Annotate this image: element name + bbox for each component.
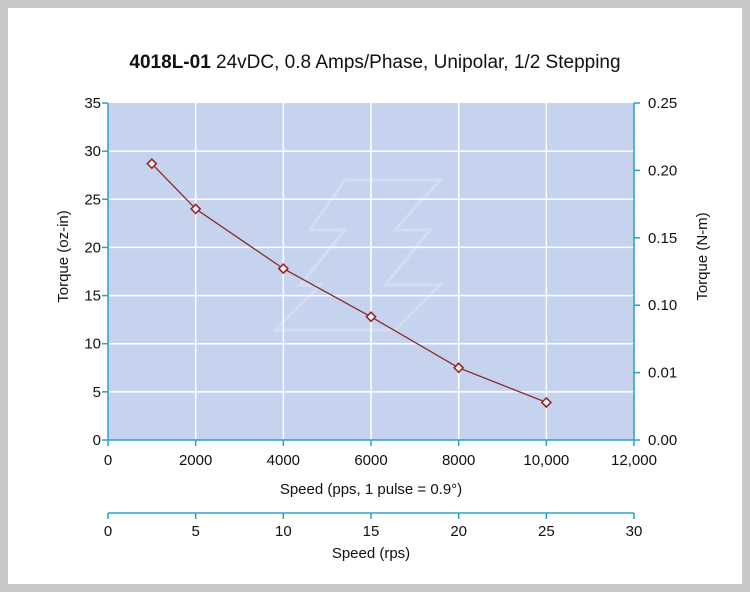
y2-tick-label: 0.25	[648, 95, 677, 112]
y2-tick-label: 0.01	[648, 365, 677, 382]
y-tick-label: 25	[84, 191, 101, 208]
data-point-marker	[146, 158, 158, 170]
y-tick-label: 0	[93, 432, 101, 449]
y-tick-label: 35	[84, 95, 101, 112]
chart-title-model: 4018L-01	[129, 52, 211, 73]
x2-tick-label: 15	[363, 523, 380, 540]
y2-tick-label: 0.15	[648, 230, 677, 247]
chart-title: 4018L-01 24vDC, 0.8 Amps/Phase, Unipolar…	[0, 52, 750, 74]
x2-tick-label: 0	[104, 523, 112, 540]
data-point-marker	[540, 396, 552, 409]
x2-tick-label: 30	[626, 523, 643, 540]
x2-tick-label: 10	[275, 523, 292, 540]
x2-axis-label: Speed (rps)	[332, 545, 410, 562]
y2-tick-label: 0.00	[648, 432, 677, 449]
x-tick-label: 2000	[179, 452, 212, 469]
series-layer	[146, 158, 552, 409]
y-tick-label: 5	[93, 384, 101, 401]
chart-title-rest: 24vDC, 0.8 Amps/Phase, Unipolar, 1/2 Ste…	[210, 52, 621, 73]
y-tick-label: 20	[84, 239, 101, 256]
x-tick-label: 4000	[267, 452, 300, 469]
y-tick-label: 15	[84, 288, 101, 305]
data-point-marker	[277, 262, 289, 275]
axes	[102, 102, 640, 519]
y2-tick-label: 0.20	[648, 162, 677, 179]
x2-tick-label: 20	[450, 523, 467, 540]
x2-tick-label: 5	[191, 523, 199, 540]
watermark-shape	[271, 178, 444, 332]
series-line	[151, 163, 547, 404]
y-tick-label: 30	[84, 143, 101, 160]
y2-axis-label: Torque (N-m)	[694, 212, 711, 300]
x-tick-label: 8000	[442, 452, 475, 469]
watermark-logo	[271, 178, 444, 332]
x-tick-label: 6000	[354, 452, 387, 469]
x-tick-label: 12,000	[611, 452, 657, 469]
x-tick-label: 10,000	[523, 452, 569, 469]
data-point-marker	[190, 203, 202, 215]
y2-tick-label: 0.10	[648, 297, 677, 314]
x-tick-label: 0	[104, 452, 112, 469]
grid-lines	[108, 103, 634, 440]
y-tick-label: 10	[84, 336, 101, 353]
data-point-marker	[453, 362, 465, 374]
tick-labels: 0 5 10 15 20 25 30 35 0.00 0.01 0.10 0.15 0.20 0.25 0 2…	[84, 95, 677, 540]
x-axis-label: Speed (pps, 1 pulse = 0.9°)	[280, 481, 462, 498]
data-point-marker	[365, 311, 377, 323]
x2-tick-label: 25	[538, 523, 555, 540]
y-axis-label: Torque (oz-in)	[55, 210, 72, 303]
